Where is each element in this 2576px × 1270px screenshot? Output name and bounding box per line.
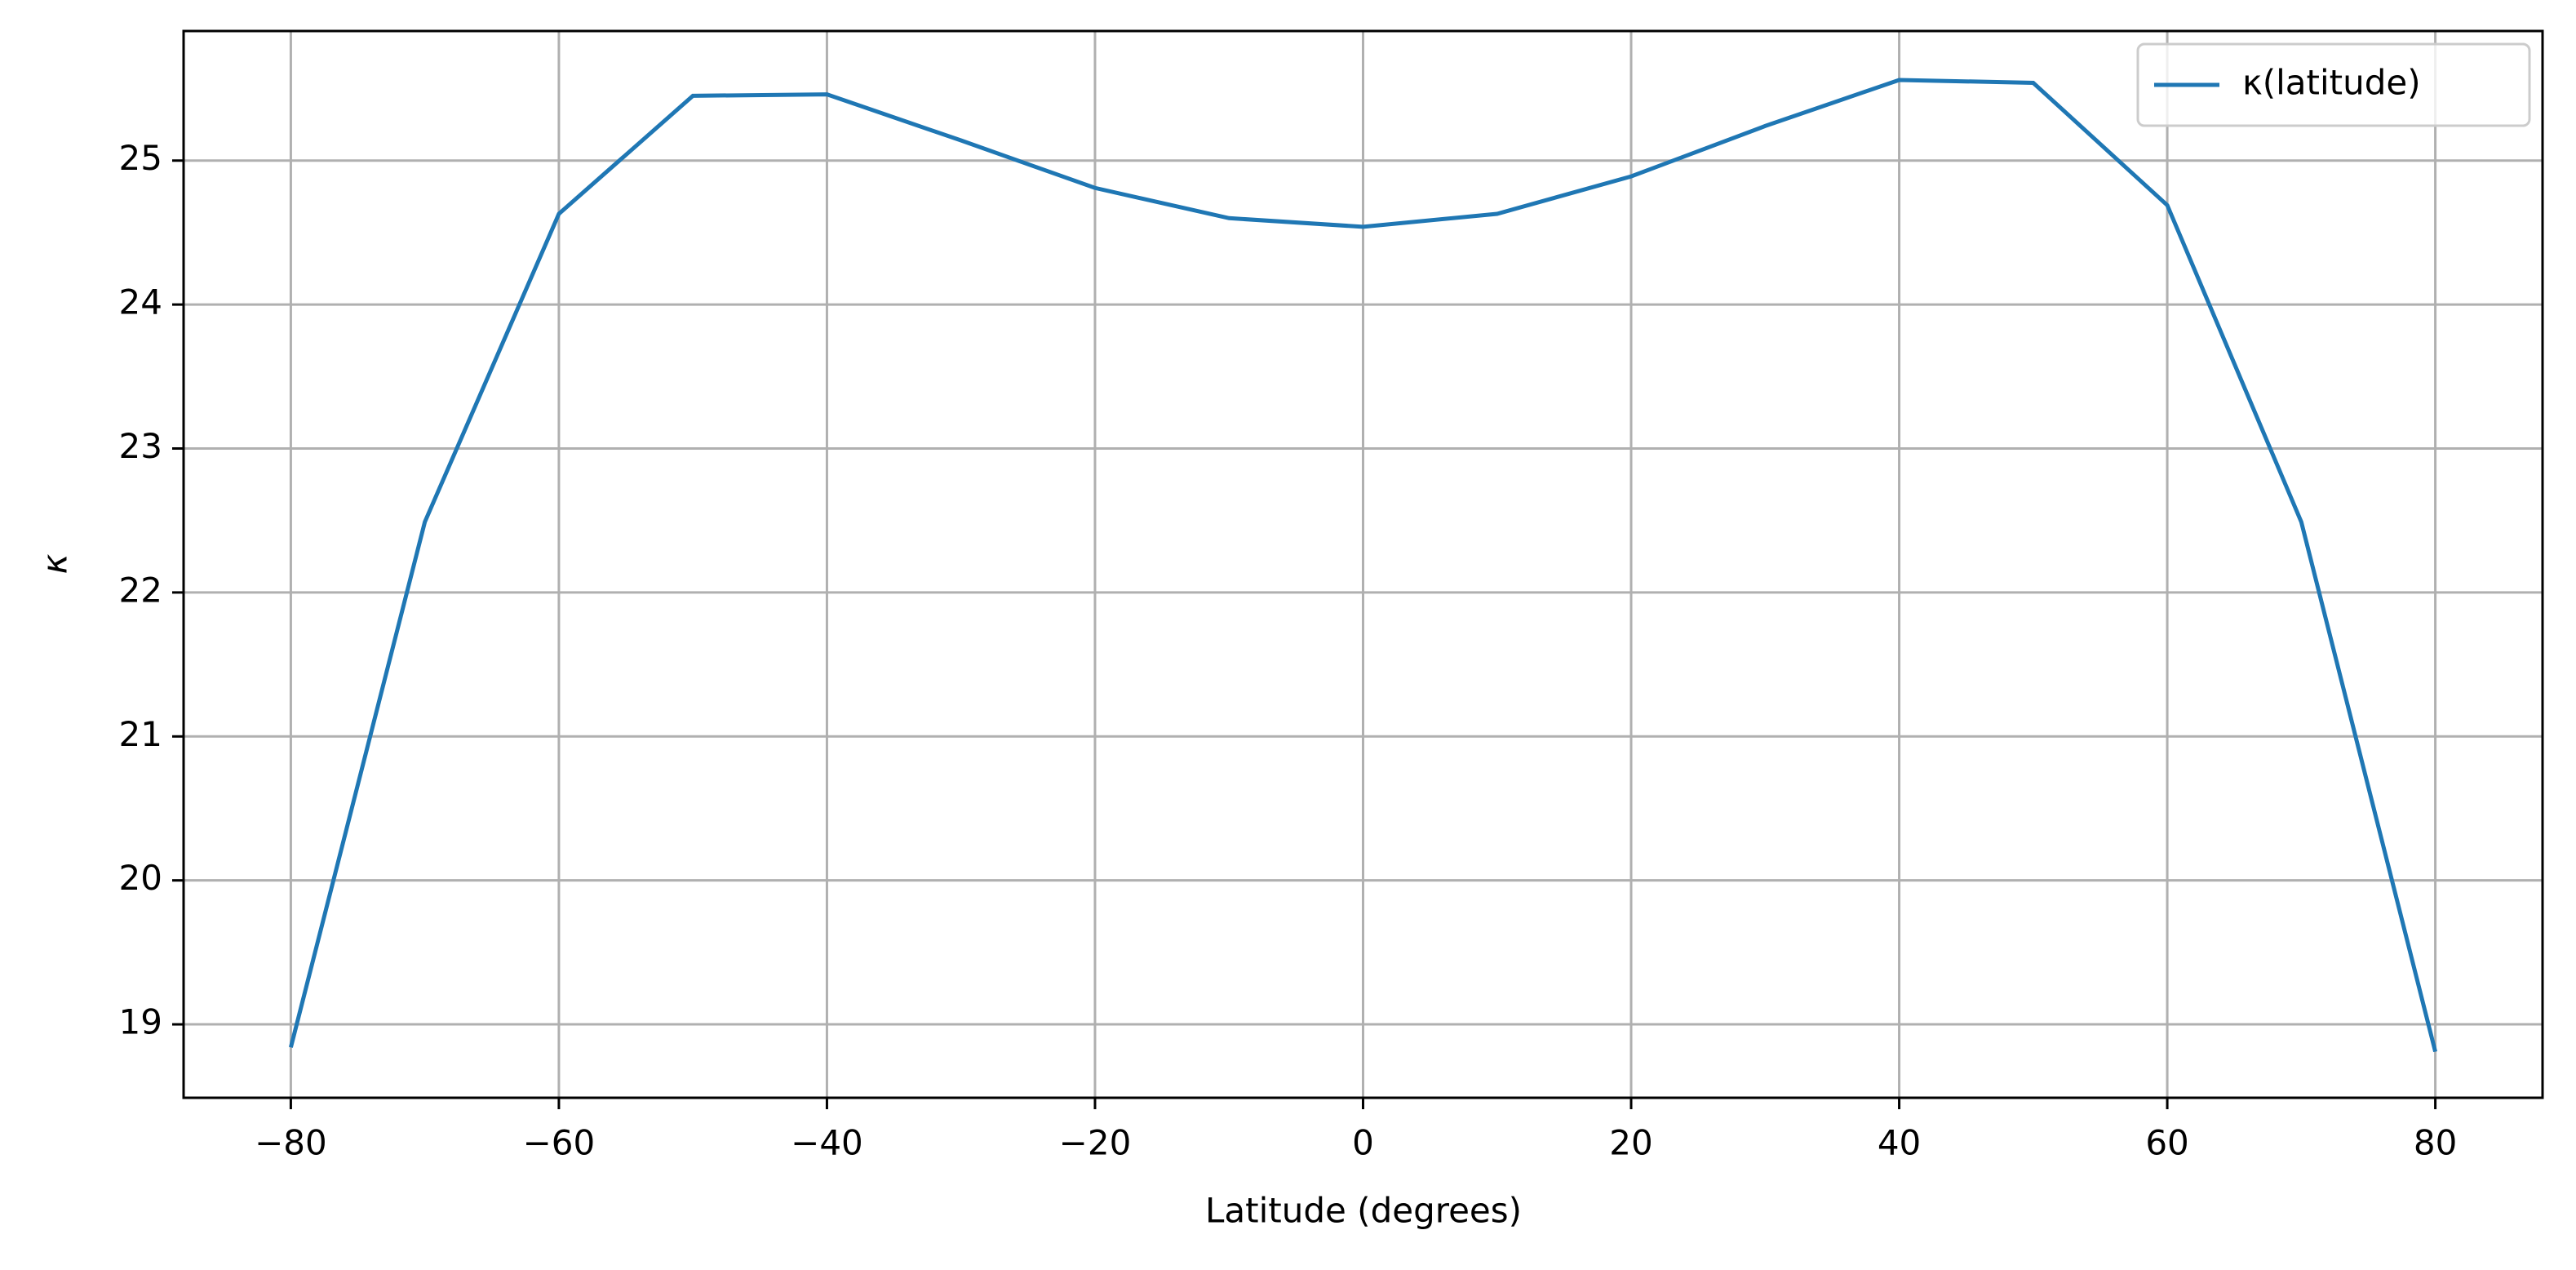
y-tick-label: 19 bbox=[119, 1002, 162, 1042]
x-tick-label: −80 bbox=[255, 1123, 327, 1163]
plot-frame bbox=[182, 29, 2544, 1099]
x-tick-label: −60 bbox=[523, 1123, 596, 1163]
y-tick-label: 25 bbox=[119, 138, 162, 178]
y-axis-label: κ bbox=[35, 553, 75, 574]
y-tick-label: 24 bbox=[119, 282, 162, 322]
x-tick-label: 20 bbox=[1609, 1123, 1652, 1163]
x-tick-label: 80 bbox=[2414, 1123, 2457, 1163]
legend-box bbox=[2136, 42, 2531, 127]
x-tick-label: 60 bbox=[2145, 1123, 2188, 1163]
x-tick-label: 0 bbox=[1352, 1123, 1374, 1163]
y-tick-label: 20 bbox=[119, 858, 162, 898]
data-line bbox=[288, 78, 2438, 1053]
x-tick-label: 40 bbox=[1878, 1123, 1921, 1163]
y-tick-label: 23 bbox=[119, 426, 162, 466]
y-tick-label: 22 bbox=[119, 570, 162, 610]
legend-label: κ(latitude) bbox=[2242, 63, 2421, 103]
x-tick-label: −20 bbox=[1059, 1123, 1132, 1163]
legend: κ(latitude) bbox=[2136, 42, 2531, 127]
y-tick-label: 21 bbox=[119, 714, 162, 754]
x-tick-label: −40 bbox=[791, 1123, 863, 1163]
x-axis-label: Latitude (degrees) bbox=[1205, 1191, 1522, 1231]
